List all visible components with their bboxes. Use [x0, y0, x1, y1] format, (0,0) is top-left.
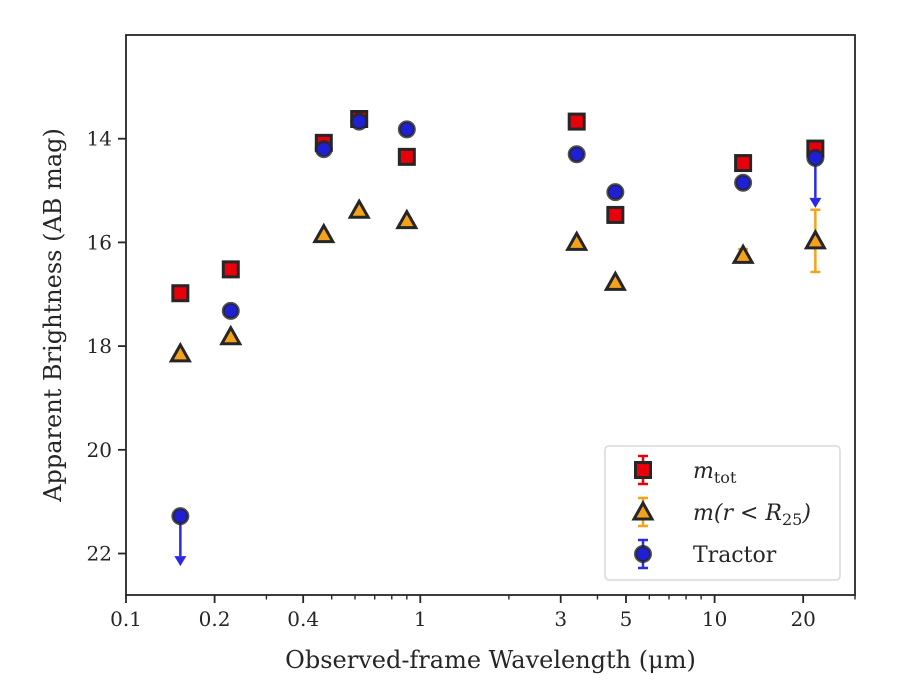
x-axis-label: Observed-frame Wavelength (μm): [285, 646, 696, 674]
data-point-triangle: [395, 208, 419, 230]
y-tick-label: 14: [87, 127, 112, 151]
marker-triangle: [219, 324, 243, 346]
marker-triangle: [168, 341, 192, 363]
data-point-circle: [350, 112, 369, 131]
legend-marker-circle: [634, 545, 652, 563]
legend-label-subscript: tot: [714, 468, 737, 487]
data-point-square: [734, 154, 753, 173]
plot-frame: [125, 34, 856, 596]
data-point-circle: [221, 301, 240, 320]
marker-square: [221, 260, 240, 279]
y-tick-label: 22: [87, 542, 112, 566]
y-tick-label: 20: [87, 438, 112, 462]
legend-label-main: m(r < R: [693, 501, 782, 526]
data-point-square: [397, 147, 416, 166]
marker-triangle: [312, 222, 336, 244]
x-tick-label: 3: [554, 607, 567, 631]
x-tick-label: 0.4: [287, 607, 319, 631]
legend-label-main: Tractor: [693, 543, 777, 568]
data-point-triangle: [219, 324, 243, 346]
legend-label: Tractor: [693, 543, 777, 568]
marker-square: [567, 112, 586, 131]
legend-label: mtot: [693, 459, 737, 487]
series-circle: [171, 112, 825, 567]
data-point-square: [606, 205, 625, 224]
data-point-triangle: [803, 208, 827, 274]
marker-square: [397, 147, 416, 166]
y-tick-label: 16: [87, 230, 112, 254]
data-point-square: [567, 112, 586, 131]
marker-triangle: [731, 243, 755, 264]
legend-label-subscript: 25: [782, 510, 802, 529]
legend-marker-square: [634, 461, 652, 479]
marker-triangle: [565, 230, 589, 251]
marker-triangle: [803, 228, 827, 250]
marker-circle: [221, 301, 240, 320]
y-axis-label: Apparent Brightness (AB mag): [39, 128, 67, 503]
y-tick-label: 18: [87, 334, 112, 358]
x-tick-label: 0.2: [199, 607, 231, 631]
legend-label: m(r < R25): [693, 501, 811, 529]
marker-circle: [314, 140, 333, 159]
marker-triangle: [603, 270, 627, 291]
x-tick-label: 10: [702, 607, 727, 631]
x-tick-label: 5: [620, 607, 633, 631]
legend-entry: mtot: [634, 454, 737, 487]
legend-marker-triangle: [631, 499, 655, 521]
data-point-circle: [397, 120, 416, 139]
data-point-square: [221, 260, 240, 279]
marker-triangle: [395, 208, 419, 230]
marker-circle: [350, 112, 369, 131]
marker-circle: [734, 173, 753, 192]
legend-label-main: m: [693, 459, 714, 484]
legend: mtot m(r < R25) Tractor: [604, 445, 841, 581]
marker-square: [171, 284, 190, 303]
data-point-triangle: [312, 222, 336, 244]
marker-circle: [606, 183, 625, 202]
data-point-square: [171, 284, 190, 303]
marker-triangle: [347, 198, 371, 219]
data-point-circle: [567, 145, 586, 164]
data-point-circle: [734, 173, 753, 192]
upper-limit-arrow-head: [174, 556, 187, 567]
marker-circle: [806, 148, 825, 167]
series-triangle: [168, 198, 827, 363]
data-point-triangle: [168, 341, 192, 363]
axes: 0.1 0.2 0.4 1 3 5 10 20 14 16 18 20 22 Observed-frame…: [39, 34, 856, 674]
data-point-triangle: [347, 198, 371, 219]
data-point-circle: [314, 140, 333, 159]
data-point-triangle: [603, 270, 627, 291]
data-point-triangle: [565, 230, 589, 251]
marker-circle: [567, 145, 586, 164]
x-tick-label: 20: [790, 607, 815, 631]
x-tick-label: 1: [414, 607, 427, 631]
legend-label-tail: ): [801, 501, 811, 526]
marker-square: [606, 205, 625, 224]
legend-entry: m(r < R25): [631, 496, 811, 529]
legend-box: [604, 445, 841, 581]
data-point-circle: [806, 148, 825, 208]
marker-circle: [171, 507, 190, 526]
legend-entry: Tractor: [634, 538, 777, 570]
data-point-circle: [171, 507, 190, 567]
upper-limit-arrow-head: [809, 197, 822, 208]
marker-circle: [397, 120, 416, 139]
data-point-triangle: [731, 243, 755, 264]
data-marks: [168, 110, 827, 567]
data-point-circle: [606, 183, 625, 202]
marker-square: [734, 154, 753, 173]
x-tick-label: 0.1: [110, 607, 142, 631]
